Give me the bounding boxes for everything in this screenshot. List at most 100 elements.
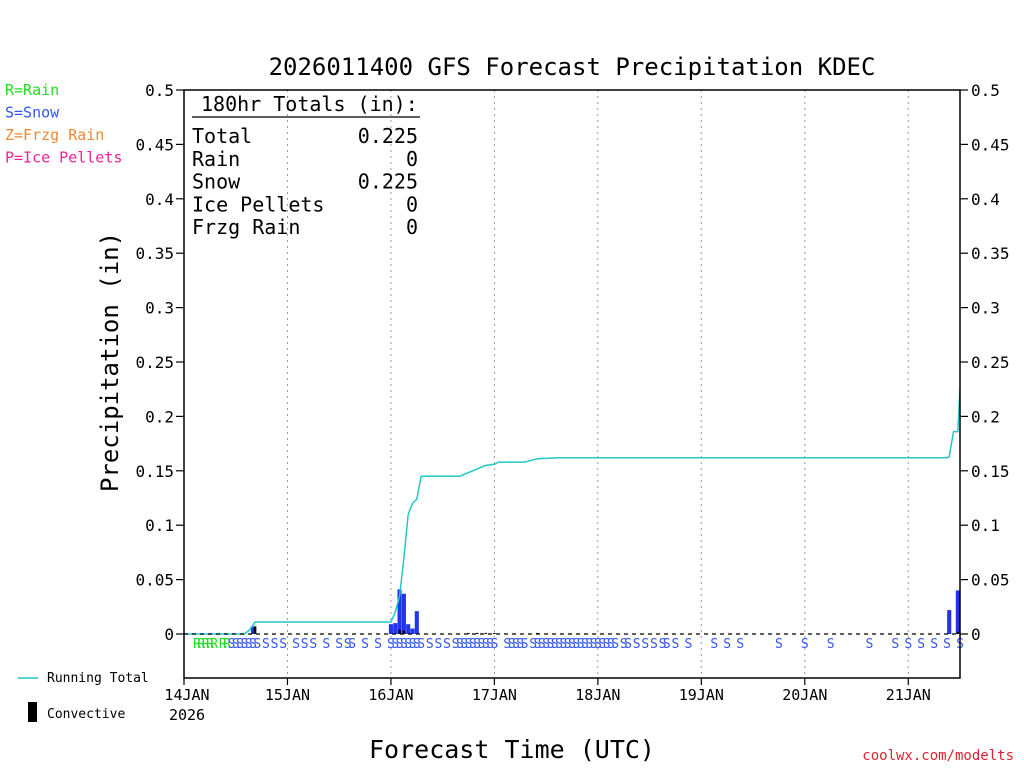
ptype-letter: S (590, 637, 598, 652)
ptype-letter: S (943, 637, 951, 652)
x-tick-label: 20JAN (782, 686, 827, 704)
ptype-letter: S (236, 637, 244, 652)
ptype-letter: S (490, 637, 498, 652)
ptype-letter: S (672, 637, 680, 652)
ptype-letter: S (641, 637, 649, 652)
ptype-letter: S (465, 637, 473, 652)
x-tick-label: 16JAN (368, 686, 413, 704)
ptype-letter: S (387, 637, 395, 652)
y-axis-label: Precipitation (in) (96, 232, 124, 492)
precip-bar (397, 589, 402, 634)
totals-row-value: 0.225 (358, 124, 418, 148)
ptype-letter: S (801, 637, 809, 652)
ptype-letter: R (202, 637, 210, 652)
ptype-letter: S (710, 637, 718, 652)
ptype-letter: S (292, 637, 300, 652)
ptype-letter: S (361, 637, 369, 652)
ptype-letter: S (663, 637, 671, 652)
ptype-letter: S (564, 637, 572, 652)
ptype-letter: S (723, 637, 731, 652)
totals-row-value: 0 (406, 192, 418, 216)
ptype-letter: S (572, 637, 580, 652)
ptype-letter: S (452, 637, 460, 652)
ptype-letter: S (426, 637, 434, 652)
ptype-letter: S (301, 637, 309, 652)
convective-bar (484, 632, 487, 634)
running-total-legend: Running Total (18, 671, 149, 686)
ptype-letter: S (322, 637, 330, 652)
y-tick-label-left: 0.3 (145, 299, 174, 318)
y-tick-label-right: 0.45 (971, 135, 1010, 154)
ptype-letter: S (827, 637, 835, 652)
ptype-letter: S (391, 637, 399, 652)
ptype-letter: S (262, 637, 270, 652)
x-tick-label: 15JAN (265, 686, 310, 704)
x-axis: 14JAN 2026 15JAN 16JAN 17JAN 18JAN 19JAN 20JAN 2… (164, 678, 931, 724)
running-total-legend-label: Running Total (47, 671, 149, 686)
y-axis-left: 0 0.05 0.1 0.15 0.2 0.25 0.3 0.35 0.4 0.45 0.5 (135, 81, 184, 644)
ptype-letter: S (503, 637, 511, 652)
totals-row-label: Snow (192, 170, 241, 194)
ptype-letter: S (930, 637, 938, 652)
ptype-letter: S (400, 637, 408, 652)
y-tick-label-right: 0.25 (971, 353, 1010, 372)
y-tick-label-right: 0.05 (971, 571, 1010, 590)
precip-bar (947, 610, 952, 634)
y-tick-label-left: 0.1 (145, 516, 174, 535)
ptype-letter: S (555, 637, 563, 652)
ptype-letter: S (581, 637, 589, 652)
running-total-line (184, 389, 961, 635)
ptype-letter: S (434, 637, 442, 652)
convective-bar (253, 626, 257, 634)
ptype-letter: S (309, 637, 317, 652)
ptype-letter: S (473, 637, 481, 652)
ptype-letter: S (409, 637, 417, 652)
ptype-letter: S (547, 637, 555, 652)
ptype-letter: S (417, 637, 425, 652)
totals-heading: 180hr Totals (in): (201, 92, 418, 116)
ptype-letter: S (633, 637, 641, 652)
ptype-letter: S (271, 637, 279, 652)
ptype-letter: S (232, 637, 240, 652)
convective-legend-swatch (28, 702, 37, 722)
ptype-letter: S (607, 637, 615, 652)
ptype-letter: S (245, 637, 253, 652)
x-axis-label: Forecast Time (UTC) (369, 735, 655, 764)
x-tick-label: 18JAN (575, 686, 620, 704)
x-tick-sublabel: 2026 (169, 706, 205, 724)
totals-row-label: Frzg Rain (192, 215, 300, 239)
ptype-letter: S (659, 637, 667, 652)
y-tick-label-right: 0.35 (971, 244, 1010, 263)
ptype-letter: R (219, 637, 227, 652)
ptype-letter: R (206, 637, 214, 652)
y-tick-label-right: 0 (971, 625, 981, 644)
totals-row-value: 0.225 (358, 170, 418, 194)
ptype-letter: S (240, 637, 248, 652)
ptype-letter: S (344, 637, 352, 652)
ptype-letter: S (253, 637, 261, 652)
y-tick-label-left: 0.5 (145, 81, 174, 100)
ptype-letter: R (223, 637, 231, 652)
ptype-letter: S (443, 637, 451, 652)
y-tick-label-right: 0.4 (971, 190, 1000, 209)
ptype-letter: S (650, 637, 658, 652)
precip-bar (406, 624, 411, 634)
totals-rows: Total 0.225 Rain 0 Snow 0.225 Ice Pellets 0 Frzg… (192, 124, 418, 239)
ptype-letter: R (197, 637, 205, 652)
y-tick-label-right: 0.15 (971, 462, 1010, 481)
ptype-letter: S (624, 637, 632, 652)
x-tick-label: 14JAN (164, 686, 209, 704)
ptype-letter: S (413, 637, 421, 652)
ptype-letter: R (210, 637, 218, 652)
ptype-letter: S (348, 637, 356, 652)
precip-bar (955, 590, 960, 634)
y-tick-label-right: 0.2 (971, 407, 1000, 426)
totals-row-label: Ice Pellets (192, 192, 324, 216)
ptype-letter: S (551, 637, 559, 652)
totals-row-label: Rain (192, 147, 240, 171)
ptype-letter: S (516, 637, 524, 652)
x-tick-label: 19JAN (679, 686, 724, 704)
ptype-letter: S (620, 637, 628, 652)
ptype-letter: S (538, 637, 546, 652)
